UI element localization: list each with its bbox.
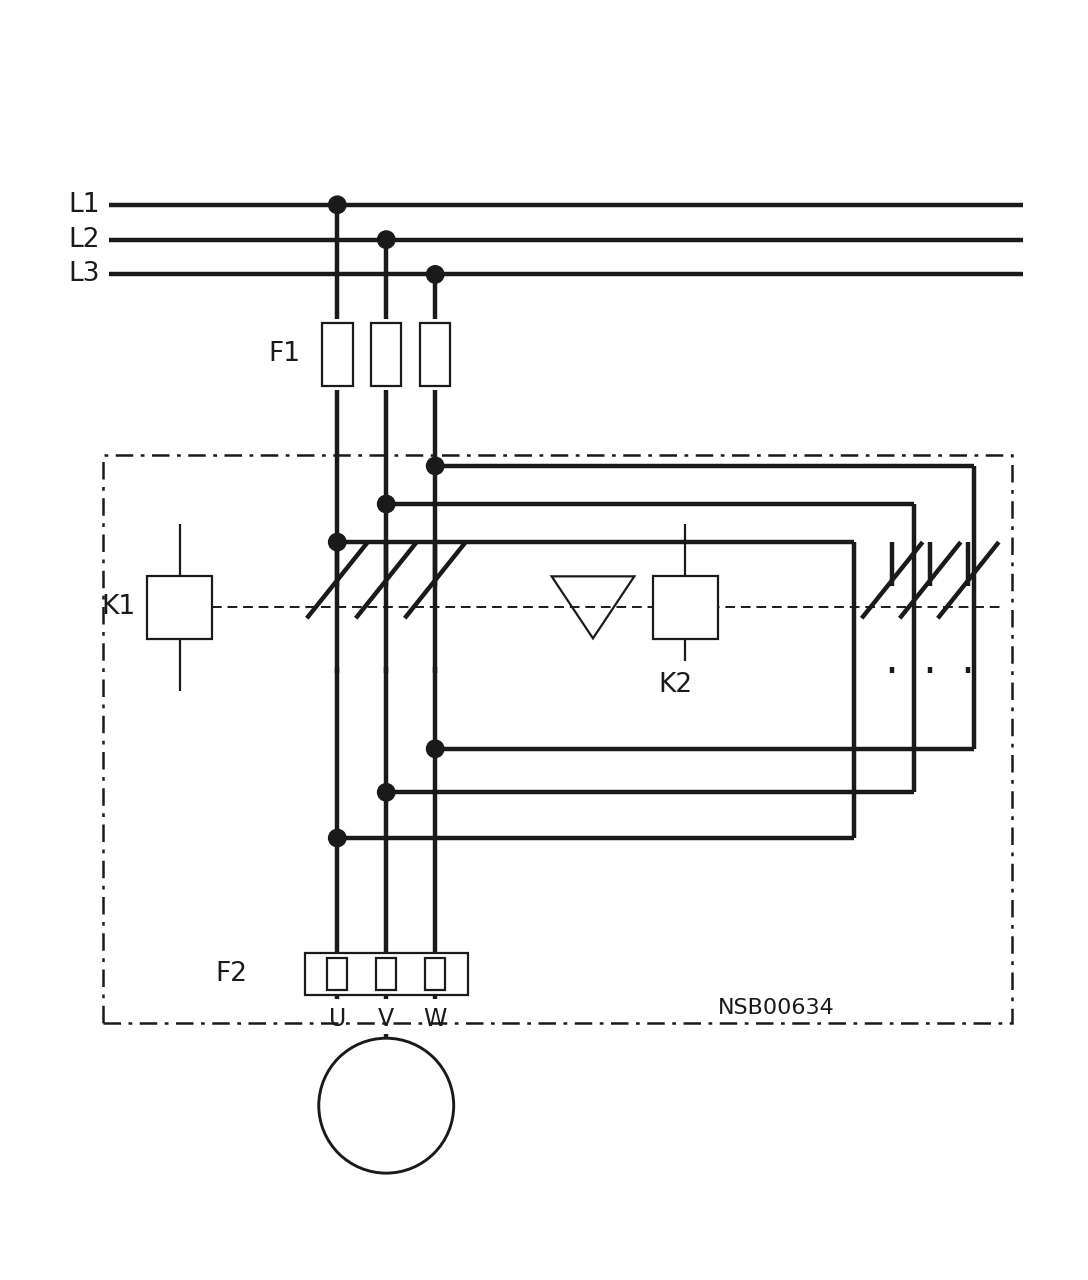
- Text: V: V: [379, 1006, 394, 1030]
- Text: L1: L1: [69, 192, 100, 218]
- Text: K2: K2: [658, 672, 692, 698]
- Circle shape: [426, 740, 444, 758]
- Circle shape: [378, 495, 395, 513]
- Circle shape: [329, 829, 346, 847]
- Text: L3: L3: [69, 261, 100, 288]
- Circle shape: [319, 1038, 454, 1172]
- Bar: [420, 323, 450, 387]
- Circle shape: [329, 534, 346, 550]
- Text: M: M: [374, 1074, 398, 1102]
- Text: K1: K1: [102, 594, 136, 621]
- Bar: [376, 957, 396, 991]
- Bar: [371, 323, 401, 387]
- Circle shape: [378, 783, 395, 801]
- Text: L2: L2: [69, 227, 100, 252]
- Circle shape: [426, 266, 444, 283]
- Bar: [305, 954, 468, 995]
- Text: W: W: [423, 1006, 447, 1030]
- Bar: [322, 323, 353, 387]
- Text: 3~: 3~: [370, 1115, 403, 1135]
- Circle shape: [378, 230, 395, 248]
- Text: F1: F1: [269, 342, 300, 367]
- Circle shape: [426, 457, 444, 475]
- Bar: [425, 957, 445, 991]
- Circle shape: [329, 196, 346, 214]
- Text: U: U: [329, 1006, 346, 1030]
- Bar: [653, 576, 718, 639]
- Text: F2: F2: [215, 961, 247, 987]
- Bar: [147, 576, 212, 639]
- Bar: [327, 957, 347, 991]
- Text: NSB00634: NSB00634: [718, 997, 834, 1018]
